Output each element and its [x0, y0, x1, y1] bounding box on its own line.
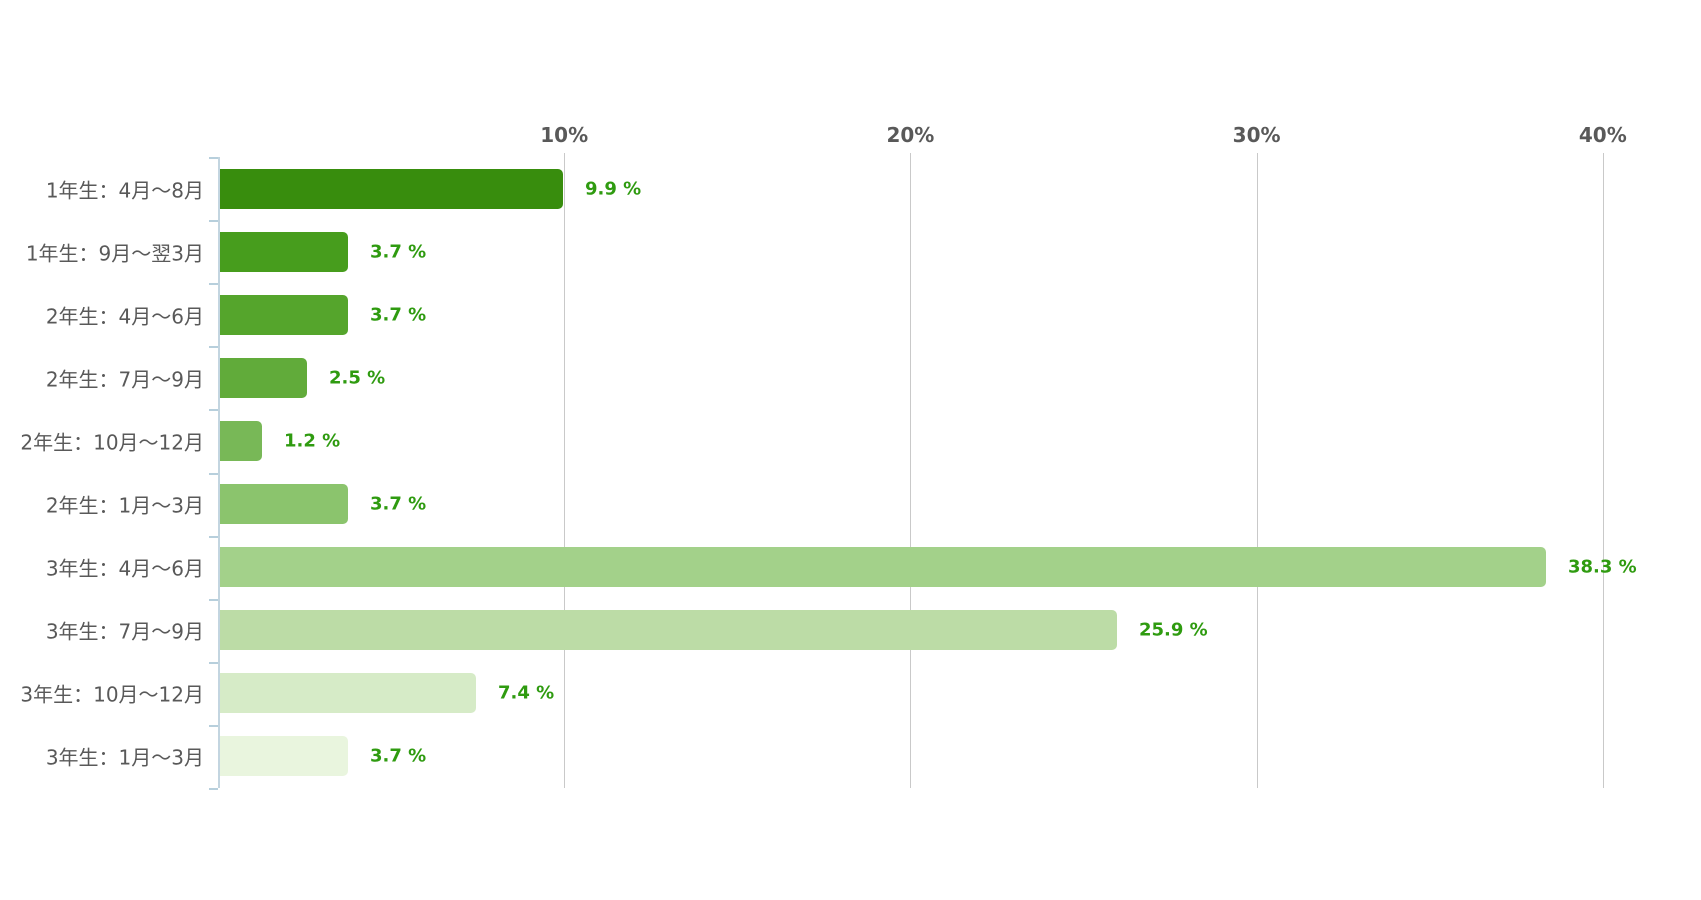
- bar: [220, 420, 262, 461]
- y-axis-tick: [209, 473, 218, 475]
- value-label: 2.5 %: [329, 367, 386, 389]
- y-axis-tick: [209, 220, 218, 222]
- category-label: 3年生：7月〜9月: [45, 619, 204, 644]
- value-label: 7.4 %: [498, 682, 555, 704]
- value-label: 9.9 %: [585, 178, 642, 200]
- y-axis-tick: [209, 283, 218, 285]
- y-axis-tick: [209, 662, 218, 664]
- value-label: 3.7 %: [370, 304, 427, 326]
- gridline-10%: [564, 153, 566, 788]
- x-tick-label: 40%: [1578, 123, 1627, 147]
- y-axis-tick: [209, 157, 218, 159]
- category-label: 1年生：9月〜翌3月: [25, 241, 204, 266]
- bar: [220, 357, 307, 398]
- bar: [220, 547, 1546, 588]
- category-label: 1年生：4月〜8月: [45, 178, 204, 203]
- value-label: 3.7 %: [370, 493, 427, 515]
- category-label: 3年生：1月〜3月: [45, 745, 204, 770]
- y-axis-tick: [209, 346, 218, 348]
- gridline-30%: [1256, 153, 1258, 788]
- bar: [220, 168, 563, 209]
- category-label: 2年生：7月〜9月: [45, 367, 204, 392]
- category-label: 2年生：1月〜3月: [45, 493, 204, 518]
- category-label: 2年生：10月〜12月: [20, 430, 204, 455]
- bar: [220, 231, 348, 272]
- value-label: 38.3 %: [1568, 556, 1637, 578]
- value-label: 1.2 %: [284, 430, 341, 452]
- y-axis-tick: [209, 788, 218, 790]
- y-axis-tick: [209, 725, 218, 727]
- bar: [220, 736, 348, 777]
- y-axis-tick: [209, 536, 218, 538]
- x-tick-label: 20%: [886, 123, 935, 147]
- category-label: 3年生：4月〜6月: [45, 556, 204, 581]
- bar: [220, 484, 348, 525]
- x-tick-label: 10%: [540, 123, 589, 147]
- gridline-20%: [910, 153, 912, 788]
- gridline-40%: [1602, 153, 1604, 788]
- y-axis-line: [218, 157, 220, 788]
- bar: [220, 673, 476, 714]
- value-label: 3.7 %: [370, 241, 427, 263]
- y-axis-tick: [209, 409, 218, 411]
- value-label: 3.7 %: [370, 745, 427, 767]
- value-label: 25.9 %: [1139, 619, 1208, 641]
- bar: [220, 610, 1117, 651]
- bar: [220, 294, 348, 335]
- category-label: 2年生：4月〜6月: [45, 304, 204, 329]
- y-axis-tick: [209, 599, 218, 601]
- x-tick-label: 30%: [1232, 123, 1281, 147]
- category-label: 3年生：10月〜12月: [20, 682, 204, 707]
